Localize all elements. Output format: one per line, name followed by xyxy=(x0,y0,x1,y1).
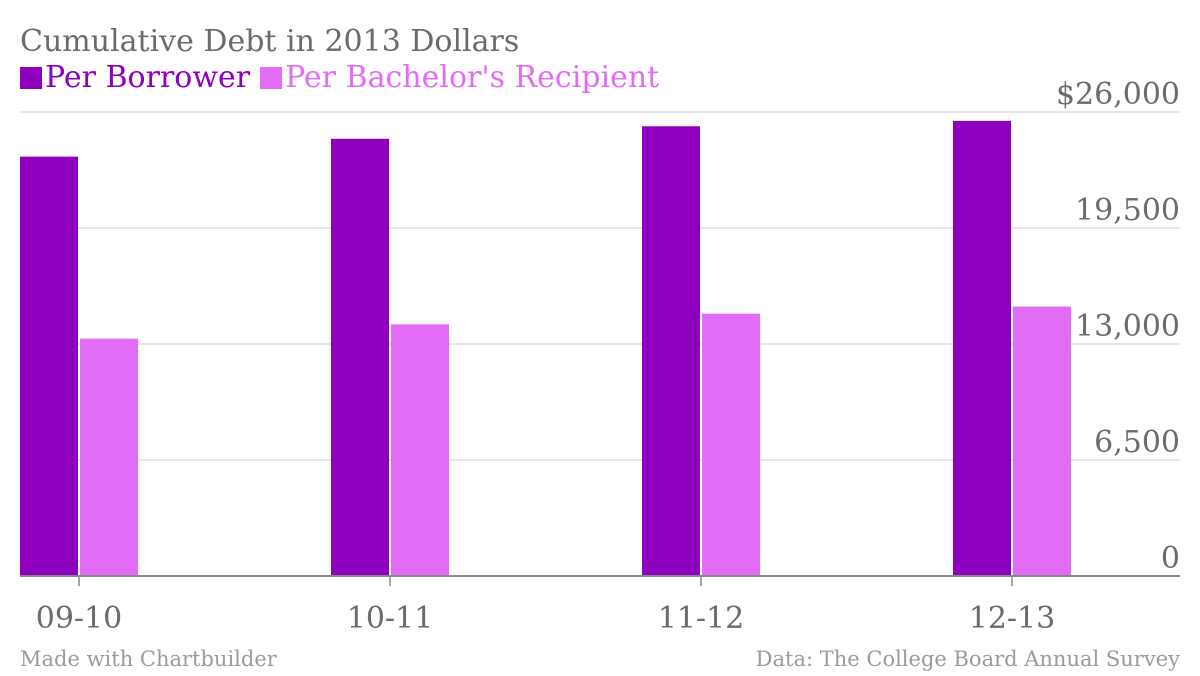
legend-swatch-per-bachelors-recipient xyxy=(260,66,283,89)
footer-credit: Made with Chartbuilder xyxy=(20,647,277,671)
bar-per-bachelor-s-recipient-12-13 xyxy=(1013,306,1071,576)
legend-label-per-borrower: Per Borrower xyxy=(45,60,251,95)
y-tick-label-0: $26,000 xyxy=(1056,77,1180,112)
footer-source: Data: The College Board Annual Survey xyxy=(755,647,1180,671)
y-tick-label-1: 19,500 xyxy=(1075,193,1180,228)
bar-per-borrower-12-13 xyxy=(953,120,1011,576)
y-tick-label-4: 0 xyxy=(1161,541,1180,576)
bar-per-borrower-09-10 xyxy=(20,156,78,576)
y-tick-label-3: 6,500 xyxy=(1094,425,1180,460)
y-tick-label-2: 13,000 xyxy=(1075,309,1180,344)
x-tick-label-12-13: 12-13 xyxy=(969,601,1055,636)
legend-swatch-per-borrower xyxy=(20,66,42,89)
bar-per-borrower-10-11 xyxy=(331,138,389,576)
x-tick-label-11-12: 11-12 xyxy=(658,601,744,636)
legend-label-per-bachelors-recipient: Per Bachelor's Recipient xyxy=(285,60,660,95)
chart-title: Cumulative Debt in 2013 Dollars xyxy=(20,24,520,59)
bar-per-bachelor-s-recipient-09-10 xyxy=(80,338,138,576)
chart-legend: Per Borrower Per Bachelor's Recipient xyxy=(20,60,669,95)
legend-item-per-borrower: Per Borrower xyxy=(20,60,250,95)
x-tick-label-09-10: 09-10 xyxy=(36,601,122,636)
bar-per-borrower-11-12 xyxy=(642,126,700,577)
x-tick-label-10-11: 10-11 xyxy=(347,601,433,636)
bar-per-bachelor-s-recipient-11-12 xyxy=(702,313,760,576)
bar-per-bachelor-s-recipient-10-11 xyxy=(391,324,449,576)
legend-item-per-bachelors-recipient: Per Bachelor's Recipient xyxy=(260,60,659,95)
